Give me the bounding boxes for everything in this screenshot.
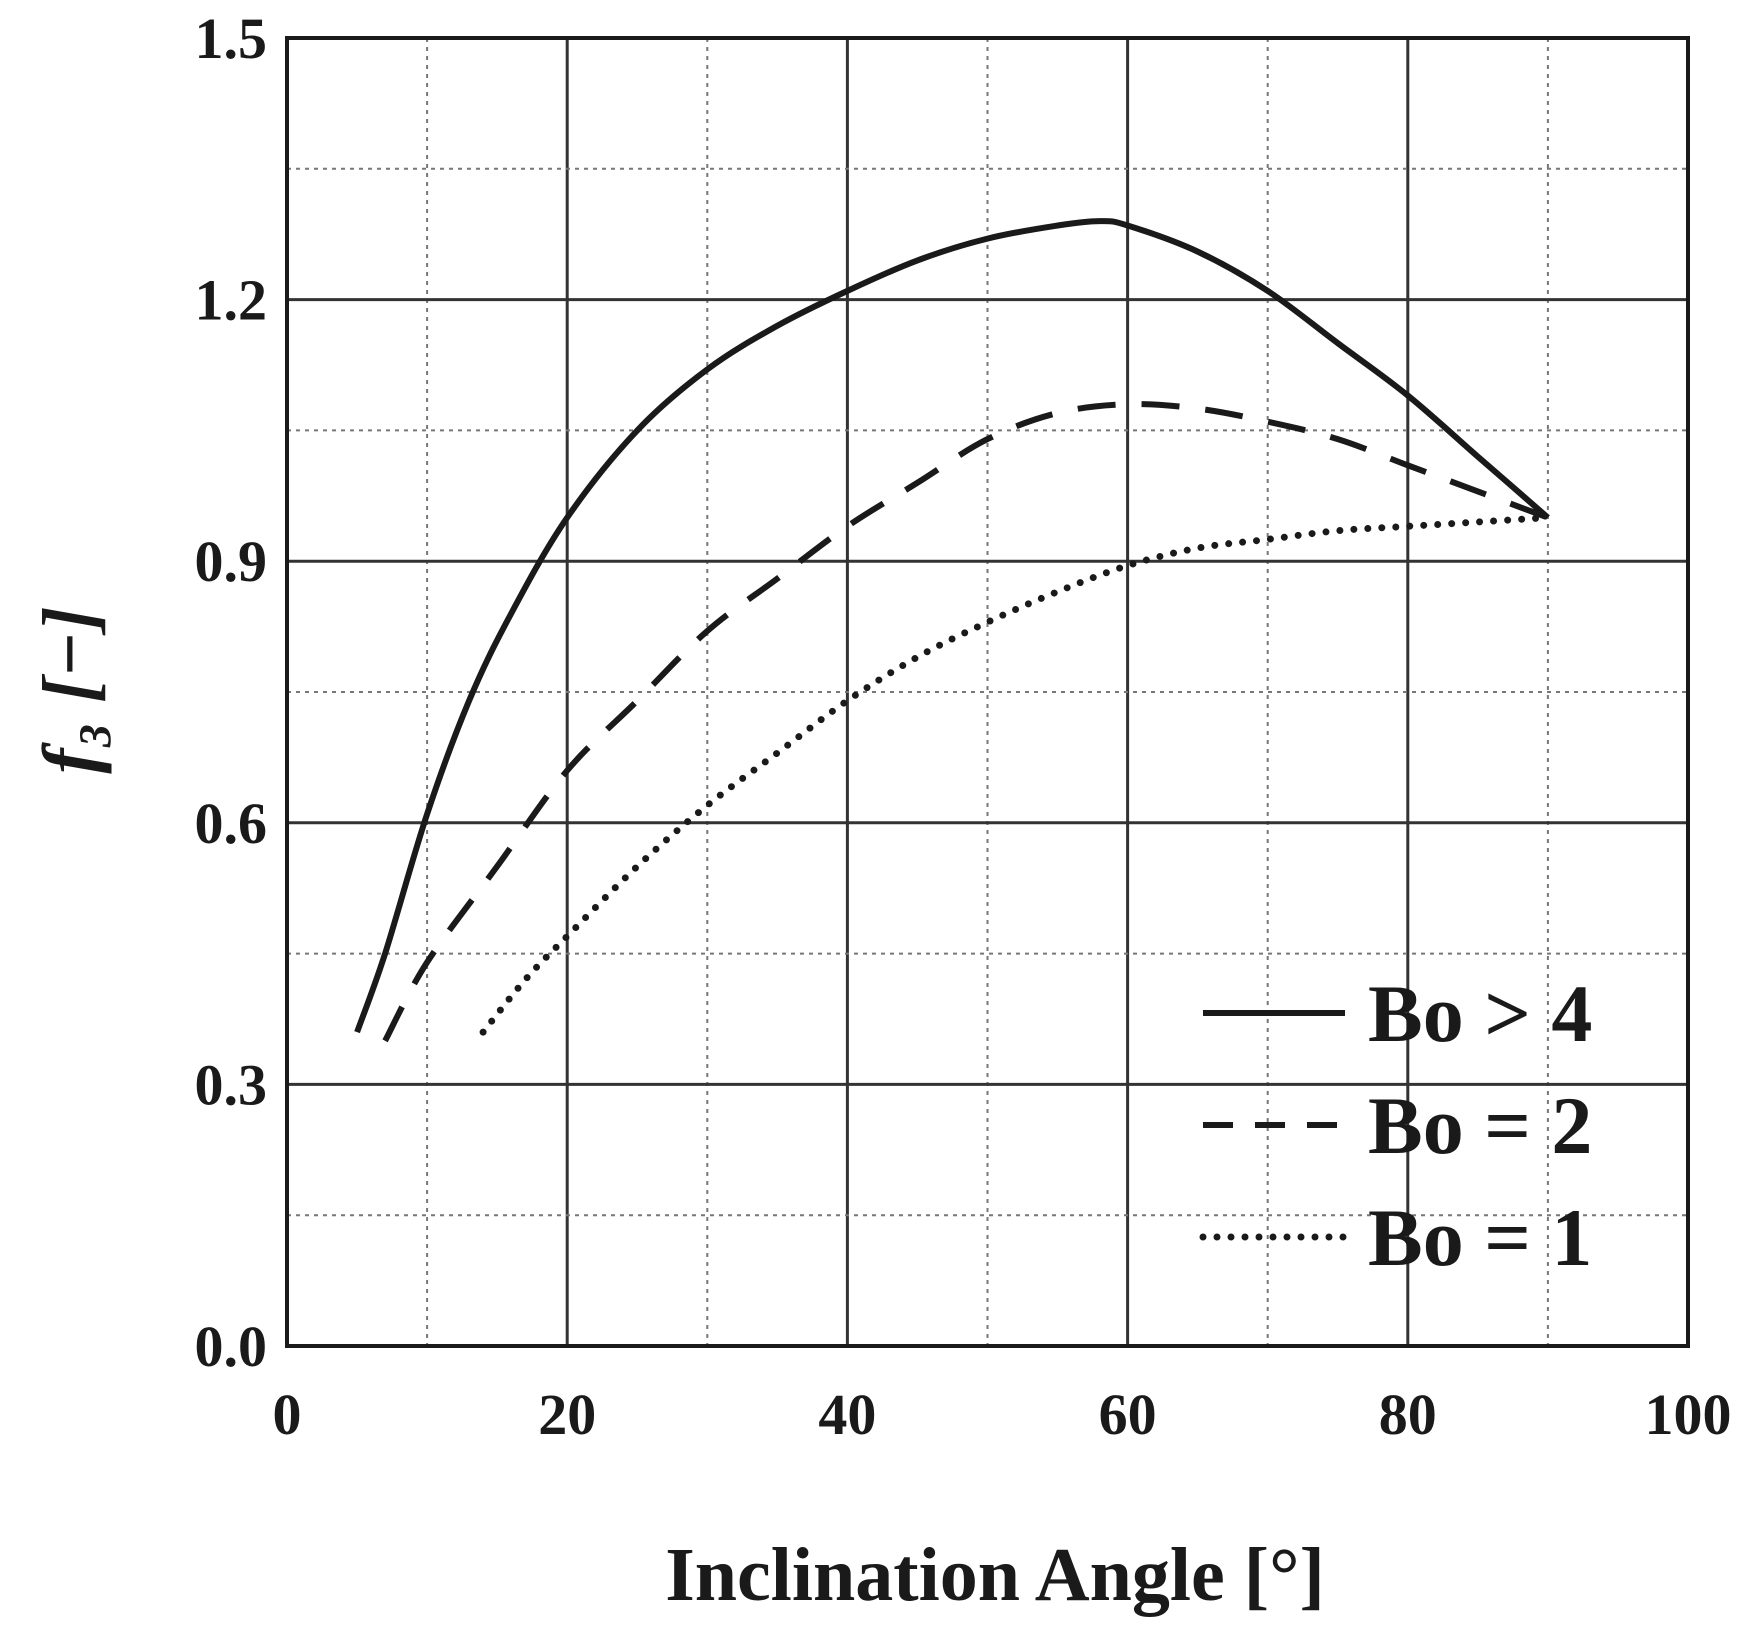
x-axis-title: Inclination Angle [°] [665,1533,1325,1617]
tick-labels: 0 20 40 60 80 100 0.0 0.3 0.6 0.9 1.2 1.5 [195,6,1732,1447]
series-line-bo-4 [354,218,1550,1034]
y-tick-label: 0.6 [195,791,268,856]
y-axis-title: f₃ [−] [28,606,112,773]
legend-label-bo-2: Bo = 2 [1368,1080,1592,1171]
legend: Bo > 4 Bo = 2 Bo = 1 [1199,968,1592,1283]
x-tick-label: 100 [1645,1382,1732,1447]
y-tick-label: 0.3 [195,1052,268,1117]
y-tick-label: 0.0 [195,1314,268,1379]
series-layer [354,218,1552,1043]
series-line-bo-1 [479,514,1552,1036]
legend-label-bo-4: Bo > 4 [1368,968,1592,1059]
y-tick-label: 0.9 [195,529,268,594]
y-tick-label: 1.2 [195,268,268,333]
series-line-bo-2 [382,401,1549,1043]
x-tick-label: 0 [273,1382,302,1447]
y-tick-label: 1.5 [195,6,268,71]
x-tick-label: 80 [1379,1382,1437,1447]
x-tick-label: 20 [538,1382,596,1447]
plot-frame [285,36,1690,1348]
legend-label-bo-1: Bo = 1 [1368,1192,1592,1283]
x-tick-label: 60 [1099,1382,1157,1447]
x-tick-label: 40 [818,1382,876,1447]
